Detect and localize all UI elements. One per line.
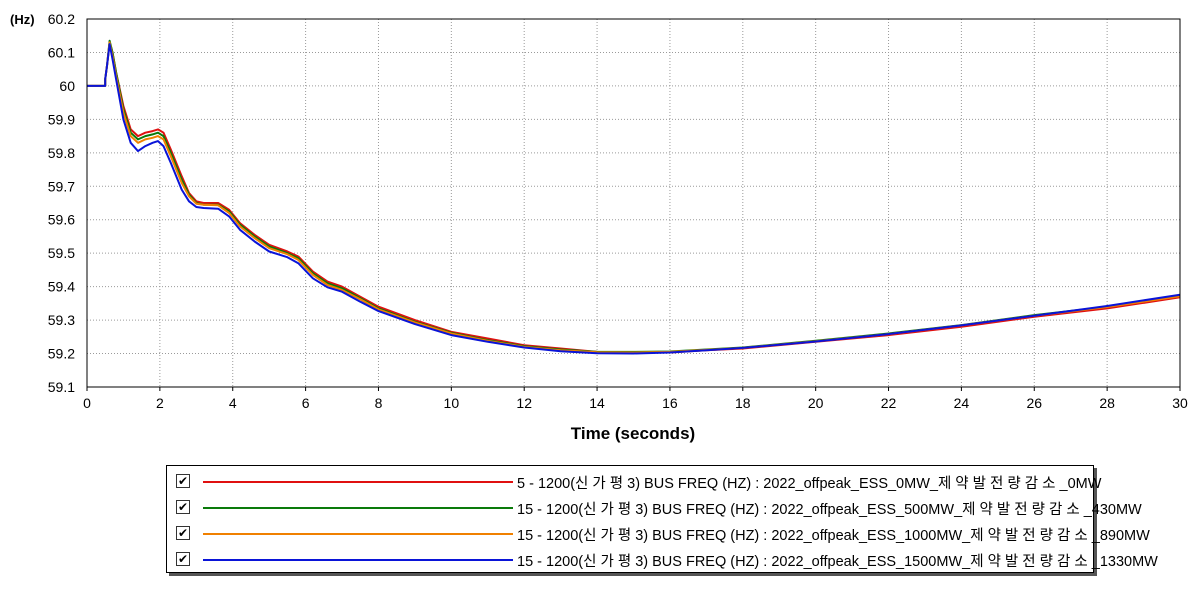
x-tick-label: 26 xyxy=(1026,395,1042,411)
y-tick-label: 59.3 xyxy=(48,312,75,328)
y-tick-label: 59.8 xyxy=(48,145,75,161)
legend-label: 15 - 1200(신 가 평 3) BUS FREQ (HZ) : 2022_… xyxy=(517,554,1158,570)
checkbox-checked-icon[interactable]: ✔ xyxy=(176,500,190,514)
x-tick-label: 6 xyxy=(302,395,310,411)
y-tick-label: 59.5 xyxy=(48,245,75,261)
y-tick-label: 59.9 xyxy=(48,111,75,127)
y-tick-label: 59.4 xyxy=(48,279,75,295)
series-lines xyxy=(87,39,1181,355)
legend-item[interactable]: ✔ 5 - 1200(신 가 평 3) BUS FREQ (HZ) : 2022… xyxy=(167,469,1101,495)
y-tick-label: 59.1 xyxy=(48,379,75,395)
legend-item[interactable]: ✔ 15 - 1200(신 가 평 3) BUS FREQ (HZ) : 202… xyxy=(167,547,1158,573)
checkbox-checked-icon[interactable]: ✔ xyxy=(176,552,190,566)
y-tick-label: 59.6 xyxy=(48,212,75,228)
x-tick-label: 2 xyxy=(156,395,164,411)
x-axis-title: Time (seconds) xyxy=(571,424,695,443)
y-tick-label: 60 xyxy=(59,78,75,94)
x-tick-label: 18 xyxy=(735,395,751,411)
legend-label: 15 - 1200(신 가 평 3) BUS FREQ (HZ) : 2022_… xyxy=(517,502,1142,518)
legend: ✔ 5 - 1200(신 가 평 3) BUS FREQ (HZ) : 2022… xyxy=(166,465,1158,573)
legend-label: 5 - 1200(신 가 평 3) BUS FREQ (HZ) : 2022_o… xyxy=(517,476,1102,492)
legend-swatch xyxy=(203,559,513,561)
frequency-chart: 0 2 4 6 8 10 12 14 16 18 20 22 24 26 28 30 59.159.259.3… xyxy=(10,11,1188,443)
x-tick-label: 14 xyxy=(589,395,605,411)
legend-item[interactable]: ✔ 15 - 1200(신 가 평 3) BUS FREQ (HZ) : 202… xyxy=(167,495,1142,521)
legend-label: 15 - 1200(신 가 평 3) BUS FREQ (HZ) : 2022_… xyxy=(517,528,1150,544)
x-tick-label: 12 xyxy=(516,395,532,411)
y-tick-label: 60.1 xyxy=(48,44,75,60)
y-tick-labels: 59.1 59.2 59.3 59.4 59.5 59.6 59.7 59.8 59.9 60 60… xyxy=(48,11,75,395)
plot-area xyxy=(87,19,1180,387)
legend-swatch xyxy=(203,507,513,509)
x-tick-label: 4 xyxy=(229,395,237,411)
y-tick-label: 59.2 xyxy=(48,346,75,362)
checkbox-checked-icon[interactable]: ✔ xyxy=(176,474,190,488)
grid-lines xyxy=(87,19,1180,387)
y-tick-label: 59.7 xyxy=(48,178,75,194)
x-tick-label: 28 xyxy=(1099,395,1115,411)
x-tick-label: 30 xyxy=(1172,395,1188,411)
series-line-4 xyxy=(87,43,1181,355)
y-tick-label: 60.2 xyxy=(48,11,75,27)
checkbox-checked-icon[interactable]: ✔ xyxy=(176,526,190,540)
x-tick-label: 8 xyxy=(375,395,383,411)
x-tick-label: 24 xyxy=(954,395,970,411)
x-tick-label: 0 xyxy=(83,395,91,411)
x-tick-label: 10 xyxy=(444,395,460,411)
x-tick-labels: 0 2 4 6 8 10 12 14 16 18 20 22 24 26 28 30 xyxy=(83,387,1188,411)
legend-item[interactable]: ✔ 15 - 1200(신 가 평 3) BUS FREQ (HZ) : 202… xyxy=(167,521,1150,547)
legend-swatch xyxy=(203,533,513,535)
x-tick-label: 16 xyxy=(662,395,678,411)
plot-border xyxy=(86,18,1181,388)
x-tick-label: 22 xyxy=(881,395,897,411)
x-tick-label: 20 xyxy=(808,395,824,411)
y-unit-label: (Hz) xyxy=(10,12,35,27)
legend-swatch xyxy=(203,481,513,483)
